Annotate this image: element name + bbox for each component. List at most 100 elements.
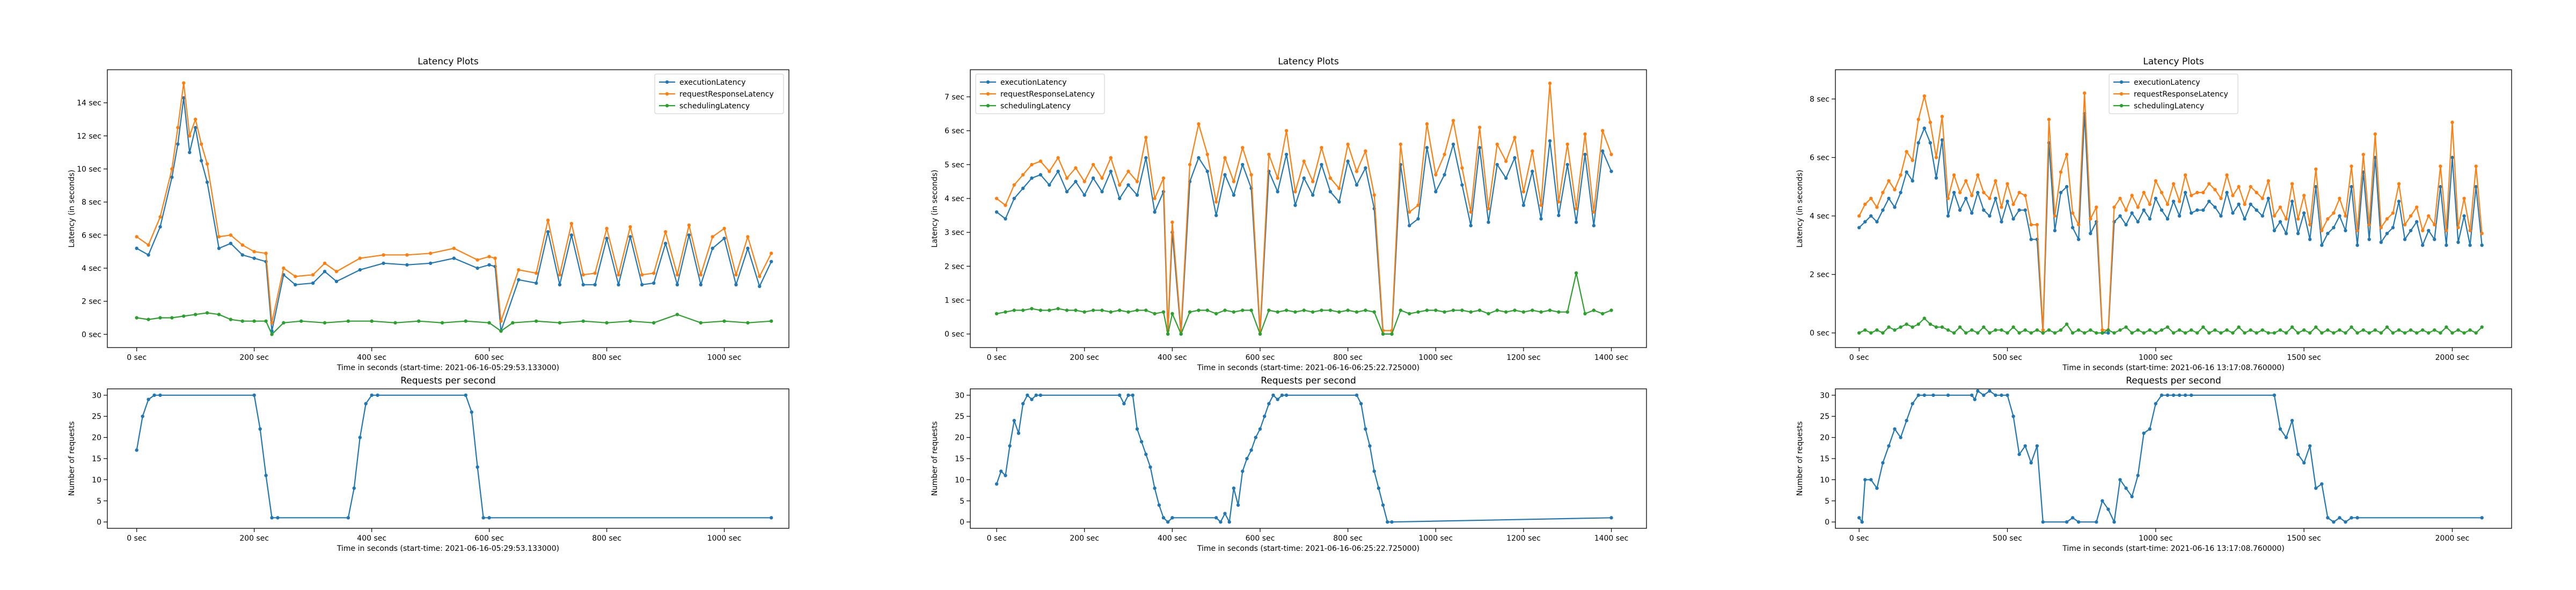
data-point — [1166, 332, 1170, 336]
data-point — [135, 235, 138, 239]
data-point — [2308, 223, 2312, 227]
series-line — [996, 83, 1612, 331]
data-point — [2468, 328, 2472, 332]
data-point — [499, 319, 503, 323]
data-point — [1135, 308, 1139, 312]
data-point — [2320, 228, 2324, 233]
legend-label: executionLatency — [1000, 78, 1067, 87]
data-point — [1241, 308, 1245, 312]
data-point — [2391, 331, 2395, 335]
data-point — [617, 273, 620, 277]
y-tick-label: 20 — [955, 434, 964, 442]
data-point — [1982, 190, 1986, 195]
y-axis-label: Latency (in seconds) — [931, 169, 939, 247]
data-point — [464, 393, 467, 397]
y-tick-label: 1 sec — [945, 297, 964, 305]
data-point — [1030, 176, 1034, 180]
data-point — [2219, 331, 2223, 335]
data-point — [2183, 190, 2187, 195]
data-point — [1197, 156, 1201, 160]
data-point — [475, 258, 479, 262]
chart-title: Latency Plots — [418, 56, 479, 67]
x-tick-label: 2000 sec — [2435, 353, 2470, 362]
data-point — [1109, 310, 1113, 314]
data-point — [1386, 520, 1389, 524]
chart-title: Requests per second — [2126, 375, 2221, 386]
data-point — [1574, 220, 1578, 224]
data-point — [2142, 331, 2146, 335]
data-point — [2255, 208, 2258, 212]
series-line — [996, 140, 1612, 335]
data-point — [1074, 166, 1078, 170]
legend-marker — [665, 92, 669, 96]
data-point — [1557, 200, 1561, 204]
legend-label: schedulingLatency — [2134, 102, 2204, 110]
data-point — [1922, 393, 1926, 397]
y-tick-label: 15 — [92, 455, 101, 463]
data-point — [1280, 393, 1284, 397]
data-point — [2462, 331, 2466, 335]
data-point — [2160, 190, 2164, 195]
data-point — [1905, 322, 1908, 326]
data-point — [1223, 512, 1227, 515]
data-point — [1126, 310, 1130, 314]
data-point — [2011, 202, 2015, 206]
legend-label: schedulingLatency — [679, 102, 750, 110]
data-point — [1188, 310, 1192, 314]
data-point — [1048, 183, 1051, 187]
legend: executionLatency requestResponseLatency sc… — [654, 73, 784, 114]
data-point — [2225, 190, 2229, 195]
data-point — [2409, 328, 2413, 332]
data-point — [2320, 244, 2324, 247]
data-point — [370, 393, 374, 397]
data-point — [1249, 308, 1253, 312]
data-point — [1443, 173, 1446, 176]
legend-marker — [986, 80, 990, 84]
data-point — [663, 230, 668, 234]
data-point — [1521, 190, 1526, 194]
data-point — [1609, 169, 1613, 173]
data-point — [2083, 331, 2087, 335]
data-point — [1869, 331, 1873, 335]
data-point — [1372, 310, 1376, 314]
data-point — [1170, 312, 1174, 315]
data-point — [2130, 331, 2134, 335]
data-point — [999, 469, 1003, 473]
data-point — [264, 252, 268, 255]
data-point — [517, 278, 521, 282]
data-point — [1223, 173, 1227, 176]
data-point — [2035, 223, 2039, 227]
data-point — [2017, 208, 2021, 212]
data-point — [628, 225, 632, 229]
data-point — [2041, 328, 2045, 332]
data-point — [2266, 196, 2270, 201]
data-point — [1161, 310, 1166, 314]
data-point — [2017, 452, 2021, 456]
data-point — [1368, 444, 1372, 448]
data-point — [1048, 308, 1051, 312]
data-point — [1513, 156, 1517, 160]
data-point — [1504, 176, 1508, 180]
data-point — [2243, 331, 2246, 335]
data-point — [2207, 200, 2211, 203]
x-axis-label: Time in seconds (start-time: 2021-06-16 … — [2062, 544, 2285, 553]
data-point — [2314, 185, 2318, 189]
data-point — [2284, 217, 2288, 221]
data-point — [2260, 214, 2264, 218]
data-point — [2296, 217, 2300, 221]
data-point — [1390, 332, 1394, 336]
data-point — [1952, 190, 1956, 195]
data-point — [1126, 183, 1130, 187]
data-point — [1091, 308, 1095, 312]
data-point — [2190, 194, 2193, 197]
x-axis-label: Time in seconds (start-time: 2021-06-16-… — [336, 364, 559, 372]
data-point — [182, 81, 186, 85]
y-tick-label: 5 — [1825, 497, 1829, 506]
y-tick-label: 10 — [1820, 476, 1829, 484]
data-point — [487, 263, 491, 267]
data-point — [2160, 328, 2164, 332]
y-tick-label: 15 — [1820, 455, 1829, 463]
legend-label: schedulingLatency — [1000, 102, 1071, 110]
data-point — [2059, 190, 2063, 195]
data-point — [252, 393, 256, 397]
